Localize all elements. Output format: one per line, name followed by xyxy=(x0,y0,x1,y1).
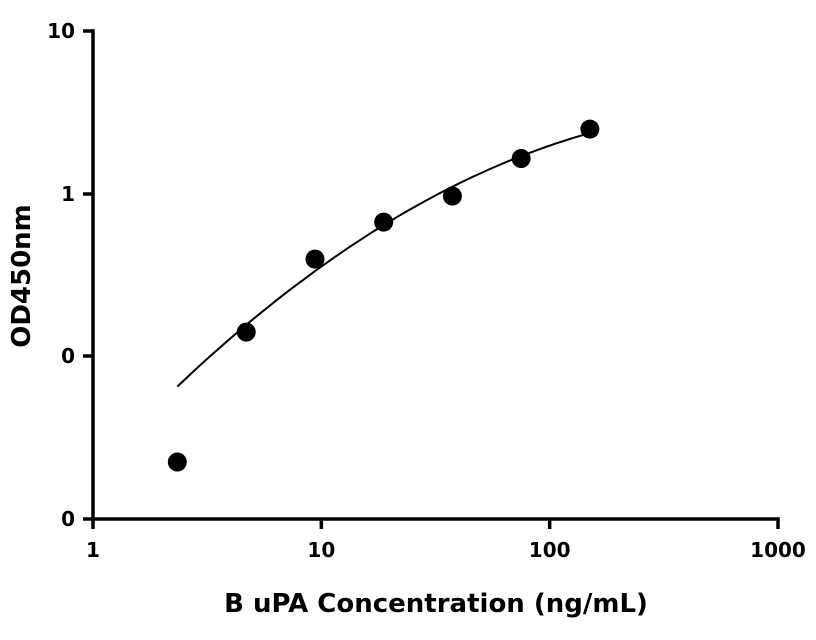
data-point xyxy=(511,149,531,169)
data-point xyxy=(305,249,325,269)
y-tick-label: 1 xyxy=(61,182,75,206)
x-tick-label: 10 xyxy=(307,538,335,562)
fit-curve xyxy=(176,132,591,388)
axes xyxy=(91,29,780,521)
data-point xyxy=(236,322,256,342)
y-tick-label: 0 xyxy=(61,344,75,368)
y-tick-label: 10 xyxy=(47,19,75,43)
y-axis-title: OD450nm xyxy=(7,204,37,348)
data-point xyxy=(167,452,187,472)
data-point xyxy=(442,186,462,206)
data-point xyxy=(580,119,600,139)
x-tick-label: 1 xyxy=(86,538,100,562)
y-tick-label: 0 xyxy=(61,507,75,531)
data-points xyxy=(167,119,600,472)
x-tick-label: 100 xyxy=(529,538,571,562)
x-axis-title: B uPA Concentration (ng/mL) xyxy=(224,589,648,619)
x-tick-label: 1000 xyxy=(750,538,806,562)
data-point xyxy=(374,212,394,232)
x-axis-ticks: 1 10 100 1000 xyxy=(86,519,806,562)
